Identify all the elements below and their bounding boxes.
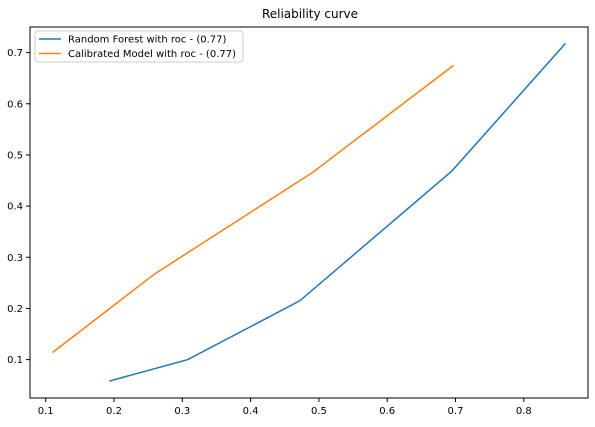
x-tick-label: 0.3 [174, 406, 190, 417]
y-tick-label: 0.5 [7, 150, 23, 161]
y-tick-label: 0.7 [7, 48, 23, 59]
series-line-1 [109, 42, 567, 382]
x-tick-label: 0.6 [379, 406, 395, 417]
x-tick-label: 0.5 [311, 406, 327, 417]
legend: Random Forest with roc - (0.77) Calibrate… [34, 30, 244, 63]
x-tick-label: 0.7 [448, 406, 464, 417]
legend-label-1: Random Forest with roc - (0.77) [68, 35, 226, 46]
plot-area [52, 42, 567, 382]
series-line-2 [52, 64, 454, 354]
legend-label-2: Calibrated Model with roc - (0.77) [68, 49, 236, 60]
y-tick-label: 0.3 [7, 253, 23, 264]
x-tick-label: 0.4 [243, 406, 259, 417]
y-tick-label: 0.2 [7, 304, 23, 315]
legend-box [34, 30, 244, 63]
y-tick-label: 0.6 [7, 99, 23, 110]
x-tick-label: 0.1 [38, 406, 54, 417]
x-tick-label: 0.2 [106, 406, 122, 417]
y-tick-label: 0.4 [7, 202, 23, 213]
y-tick-label: 0.1 [7, 355, 23, 366]
axis-ticks: 0.1 0.2 0.3 0.4 0.5 0.6 0.7 0.8 0.1 0.2 0.3 0.4 0.5 0… [7, 48, 532, 417]
chart-title: Reliability curve [262, 7, 358, 21]
plot-frame [29, 26, 589, 399]
x-tick-label: 0.8 [516, 406, 532, 417]
